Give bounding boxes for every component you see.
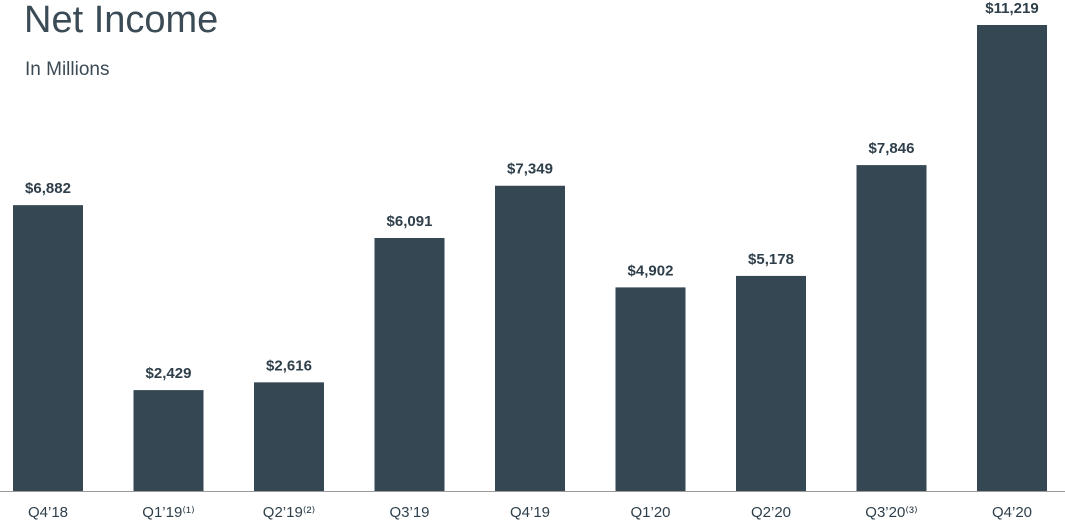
value-label: $6,091 xyxy=(387,213,433,230)
chart-title: Net Income xyxy=(24,0,218,41)
bar xyxy=(856,165,927,491)
x-tick-label: Q2’20 xyxy=(751,504,791,521)
chart-subtitle: In Millions xyxy=(25,59,109,80)
x-tick-label: Q4’18 xyxy=(28,504,68,521)
bar xyxy=(736,275,806,491)
bar xyxy=(374,238,445,491)
x-tick-label: Q4’19 xyxy=(510,504,550,521)
bar xyxy=(615,287,686,491)
x-tick-label: Q4’20 xyxy=(992,504,1032,521)
x-tick-label: Q1’20 xyxy=(630,504,670,521)
x-tick-label: Q3’19 xyxy=(389,504,429,521)
value-label: $7,349 xyxy=(507,161,553,178)
value-label: $11,219 xyxy=(985,0,1038,17)
bar xyxy=(254,382,324,491)
bar xyxy=(13,205,83,491)
bar xyxy=(133,390,204,491)
value-label: $7,846 xyxy=(869,140,915,157)
value-label: $2,616 xyxy=(266,357,312,374)
x-tick-label: Q3’20⁽³⁾ xyxy=(865,504,917,521)
value-label: $5,178 xyxy=(748,251,794,268)
value-label: $2,429 xyxy=(146,365,192,382)
x-tick-label: Q2’19⁽²⁾ xyxy=(263,504,315,521)
bar xyxy=(495,185,565,491)
x-tick-label: Q1’19⁽¹⁾ xyxy=(142,504,194,521)
value-label: $6,882 xyxy=(25,180,71,197)
value-label: $4,902 xyxy=(628,262,674,279)
bar xyxy=(977,25,1047,491)
